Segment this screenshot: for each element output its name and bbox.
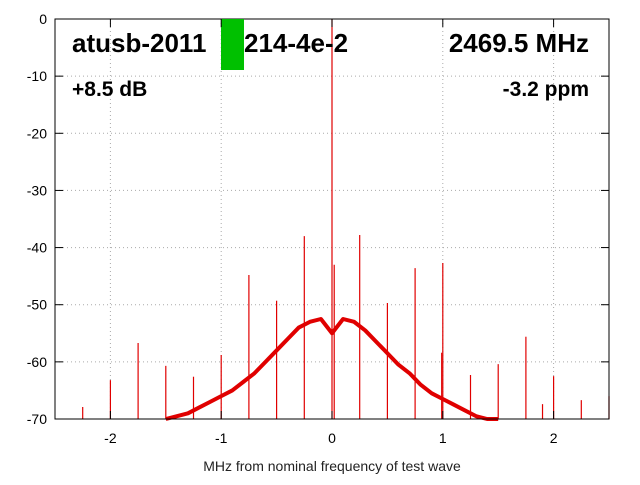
- y-tick-label: 0: [39, 11, 47, 27]
- plot: [82, 19, 610, 421]
- annotation: 214-4e-2: [244, 28, 348, 58]
- y-tick-label: -50: [27, 297, 47, 313]
- annotation: -3.2 ppm: [503, 78, 589, 101]
- x-axis-label: MHz from nominal frequency of test wave: [203, 458, 461, 474]
- x-tick-label: 2: [550, 430, 558, 446]
- x-tick-label: 1: [439, 430, 447, 446]
- annotation: 2469.5 MHz: [449, 28, 589, 58]
- annotation: atusb-2011: [72, 28, 206, 58]
- redaction-box: [221, 19, 244, 70]
- y-tick-label: -20: [27, 125, 47, 141]
- y-tick-label: -40: [27, 240, 47, 256]
- y-tick-label: -60: [27, 354, 47, 370]
- x-tick-label: -2: [104, 430, 117, 446]
- x-tick-label: 0: [328, 430, 336, 446]
- annotation: +8.5 dB: [72, 78, 147, 101]
- y-tick-label: -10: [27, 68, 47, 84]
- y-tick-label: -70: [27, 411, 47, 427]
- x-tick-label: -1: [215, 430, 228, 446]
- y-tick-label: -30: [27, 182, 47, 198]
